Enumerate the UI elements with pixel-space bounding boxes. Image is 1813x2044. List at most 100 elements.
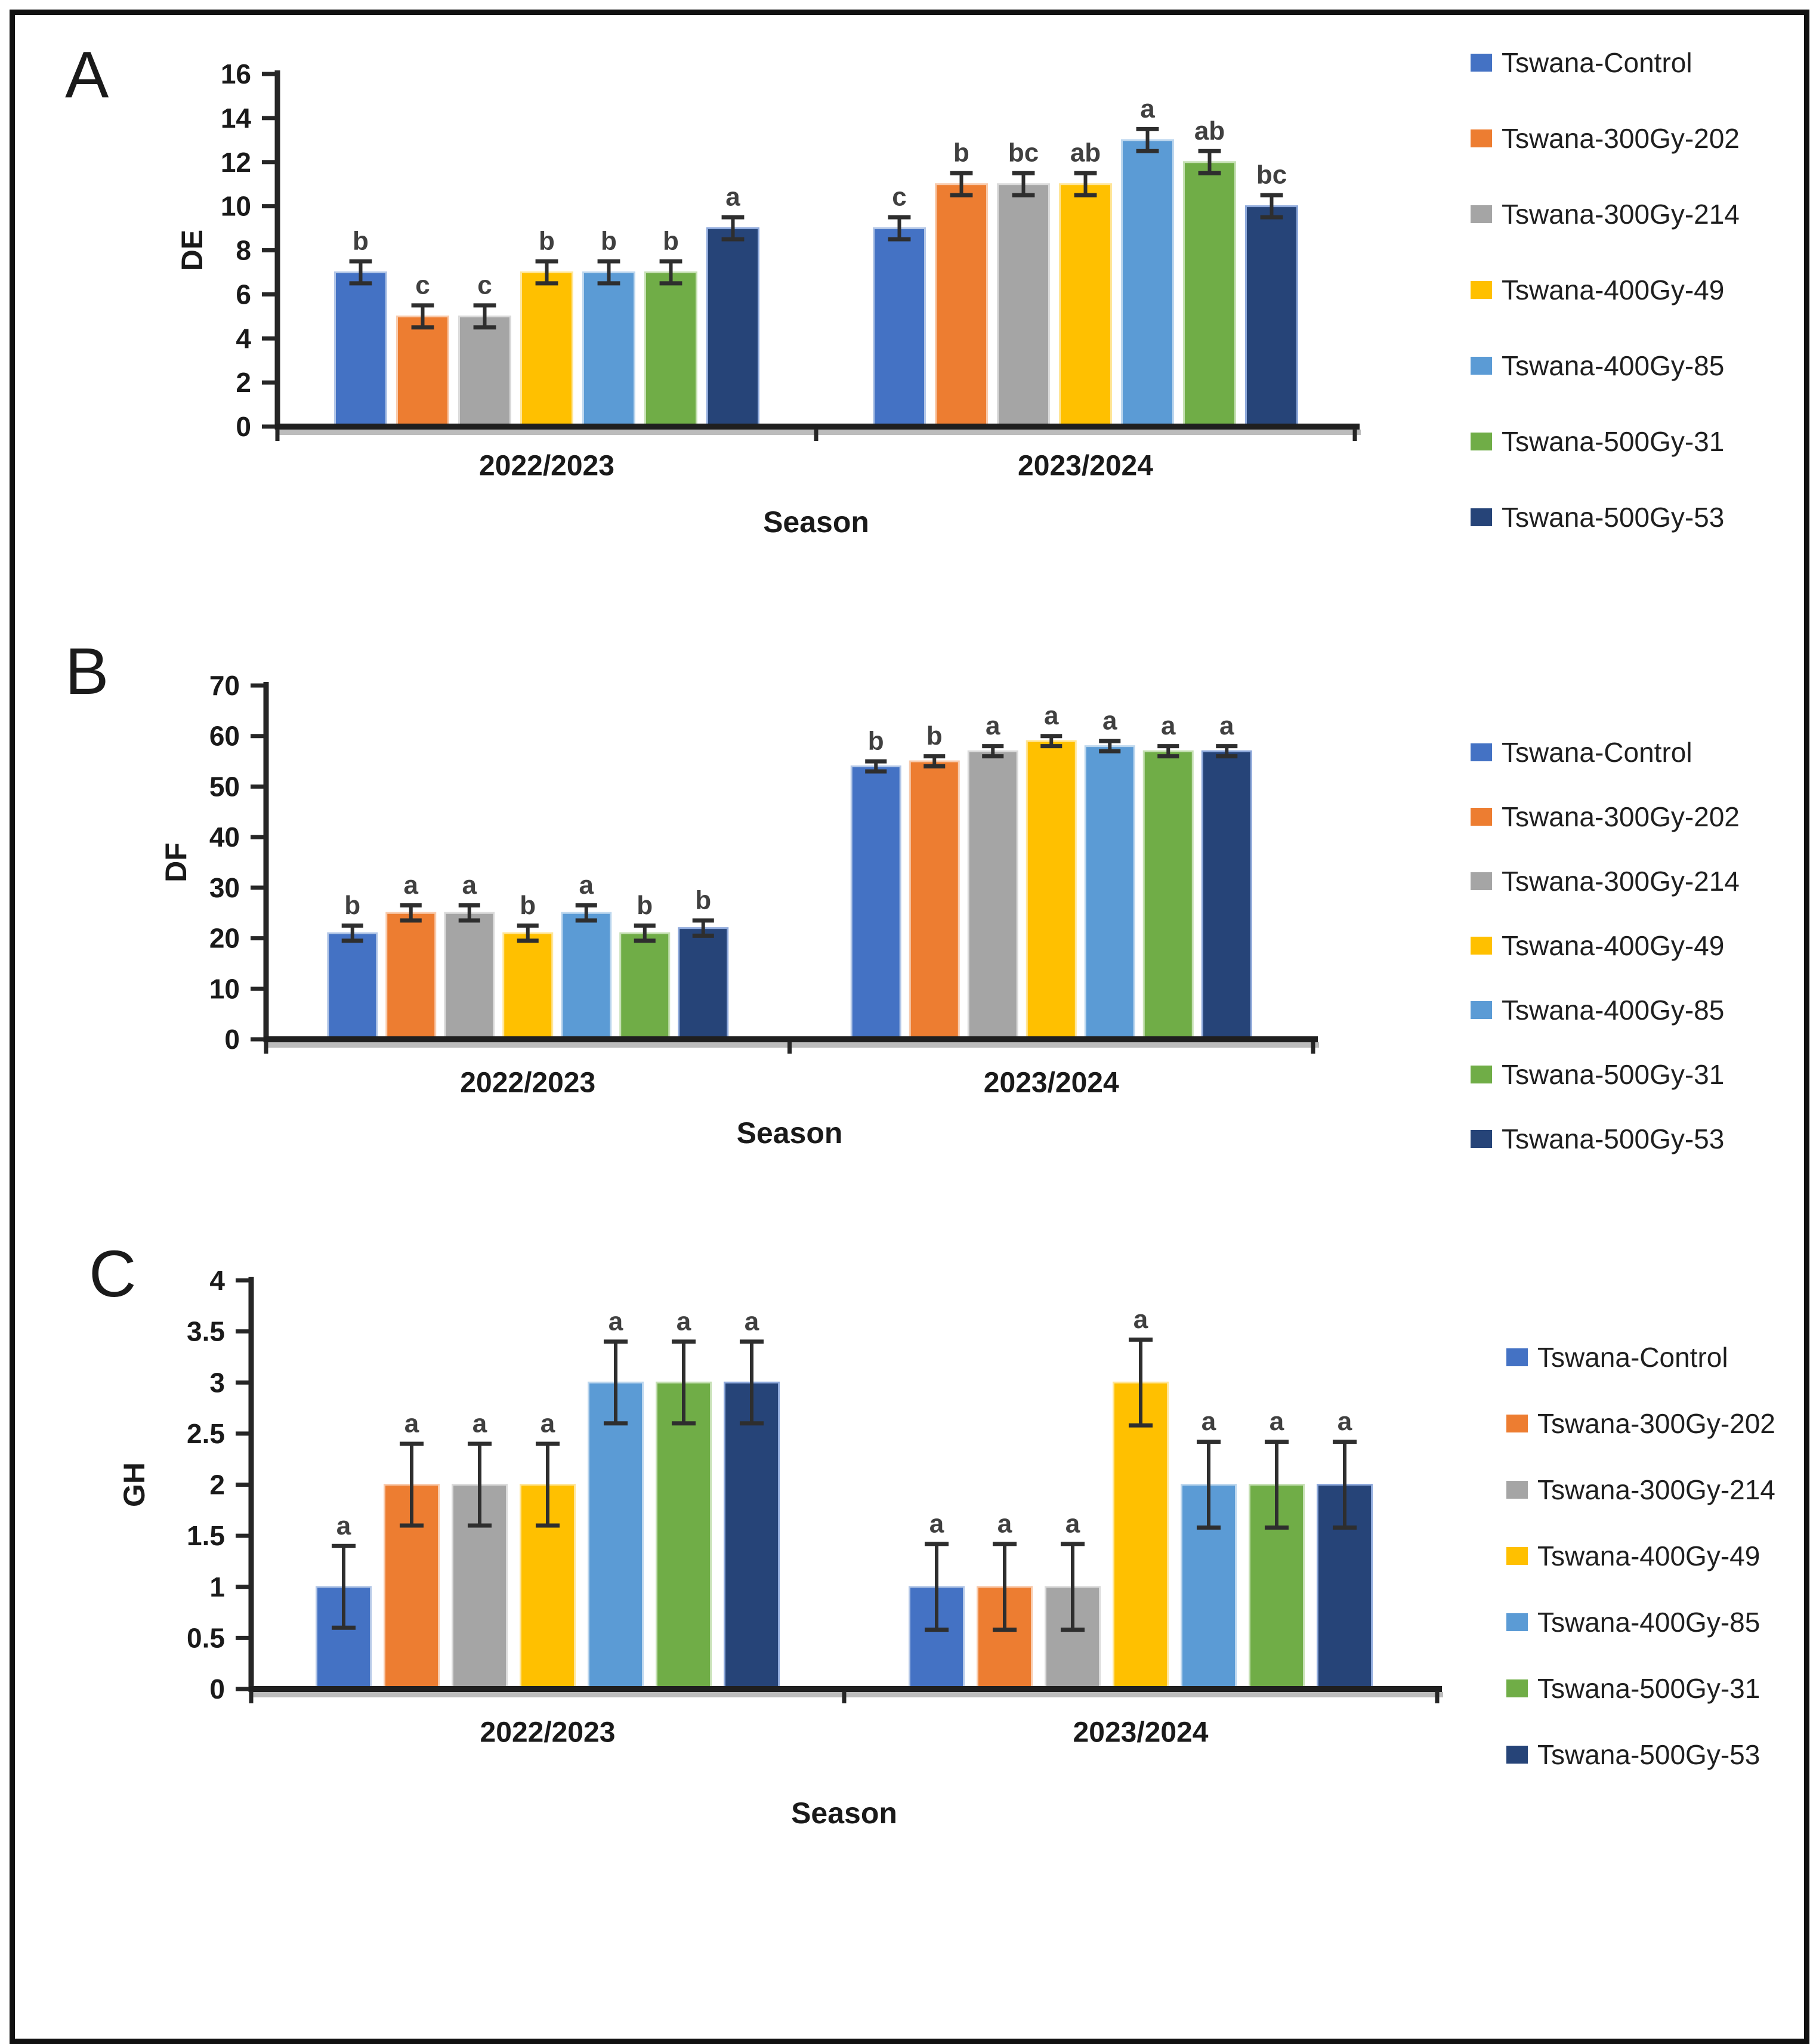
bar bbox=[1113, 1381, 1169, 1690]
legend-swatch-icon bbox=[1471, 1066, 1492, 1083]
legend-panel-A: Tswana-Control Tswana-300Gy-202 Tswana-300… bbox=[1471, 24, 1740, 555]
legend-label: Tswana-400Gy-85 bbox=[1502, 995, 1725, 1026]
legend-item: Tswana-Control bbox=[1506, 1324, 1775, 1390]
legend-swatch-icon bbox=[1471, 743, 1492, 761]
sig-letter: a bbox=[1102, 706, 1117, 736]
x-category-label: 2023/2024 bbox=[984, 1067, 1119, 1099]
y-tick-label: 2.5 bbox=[187, 1418, 225, 1449]
sig-letter: a bbox=[997, 1509, 1012, 1538]
bar bbox=[1084, 745, 1135, 1040]
legend-label: Tswana-300Gy-214 bbox=[1537, 1474, 1775, 1505]
bar bbox=[1059, 183, 1112, 428]
legend-label: Tswana-300Gy-214 bbox=[1502, 198, 1740, 230]
legend-swatch-icon bbox=[1506, 1348, 1528, 1366]
sig-letter: b bbox=[344, 891, 360, 920]
x-category-label: 2023/2024 bbox=[1018, 450, 1153, 482]
sig-letter: b bbox=[926, 721, 943, 751]
sig-letter: a bbox=[1140, 94, 1155, 123]
legend-label: Tswana-Control bbox=[1502, 47, 1692, 78]
bar bbox=[502, 932, 554, 1040]
bar bbox=[458, 315, 511, 428]
legend-swatch-icon bbox=[1506, 1679, 1528, 1697]
legend-item: Tswana-400Gy-49 bbox=[1506, 1523, 1775, 1589]
legend-item: Tswana-500Gy-53 bbox=[1471, 479, 1740, 555]
y-tick-label: 16 bbox=[221, 58, 251, 89]
bar bbox=[385, 912, 437, 1040]
y-tick-label: 6 bbox=[236, 279, 251, 310]
legend-label: Tswana-500Gy-31 bbox=[1502, 1059, 1725, 1090]
bar bbox=[520, 271, 573, 428]
y-tick-label: 4 bbox=[209, 1265, 225, 1296]
sig-letter: ab bbox=[1194, 116, 1225, 146]
y-tick-label: 8 bbox=[236, 235, 251, 266]
y-tick-label: 2 bbox=[236, 367, 251, 398]
bar bbox=[396, 315, 449, 428]
y-axis-title: GH bbox=[118, 1462, 151, 1507]
legend-panel-B: Tswana-Control Tswana-300Gy-202 Tswana-300… bbox=[1471, 720, 1740, 1171]
bar bbox=[656, 1381, 712, 1690]
y-axis-title: DE bbox=[175, 230, 209, 271]
y-tick-label: 10 bbox=[209, 973, 240, 1004]
legend-swatch-icon bbox=[1471, 1001, 1492, 1019]
bar-chart-panel-B: 0 10 20 30 40 50 60 70 DF b a a b a b b 2022/2023 b b a a a a a… bbox=[159, 670, 1319, 1150]
y-tick-label: 12 bbox=[221, 147, 251, 178]
legend-label: Tswana-300Gy-202 bbox=[1502, 122, 1740, 154]
bar bbox=[588, 1381, 644, 1690]
sig-letter: b bbox=[539, 226, 555, 255]
sig-letter: a bbox=[579, 870, 594, 900]
legend-label: Tswana-500Gy-53 bbox=[1502, 501, 1725, 533]
sig-letter: a bbox=[462, 870, 477, 900]
bar bbox=[724, 1381, 780, 1690]
bar bbox=[644, 271, 697, 428]
bar bbox=[678, 927, 729, 1040]
figure-border: A B C 0 2 4 6 8 10 12 14 16 DE b c c b b b a 2022/2023 c b b… bbox=[10, 10, 1809, 2044]
bar bbox=[873, 227, 926, 428]
sig-letter: b bbox=[520, 891, 536, 920]
sig-letter: a bbox=[1270, 1407, 1284, 1436]
panel-letter-B: B bbox=[65, 635, 109, 708]
sig-letter: bc bbox=[1256, 160, 1287, 190]
legend-item: Tswana-300Gy-214 bbox=[1506, 1456, 1775, 1523]
legend-item: Tswana-300Gy-214 bbox=[1471, 176, 1740, 252]
sig-letter: b bbox=[637, 891, 653, 920]
y-tick-label: 0 bbox=[236, 411, 251, 442]
legend-item: Tswana-400Gy-85 bbox=[1506, 1589, 1775, 1655]
legend-swatch-icon bbox=[1471, 937, 1492, 955]
y-tick-label: 3.5 bbox=[187, 1316, 225, 1347]
legend-swatch-icon bbox=[1471, 205, 1492, 223]
x-axis-title: Season bbox=[763, 505, 869, 539]
legend-swatch-icon bbox=[1471, 808, 1492, 826]
y-axis-title: DF bbox=[159, 842, 193, 882]
legend-item: Tswana-300Gy-202 bbox=[1506, 1390, 1775, 1456]
legend-swatch-icon bbox=[1506, 1546, 1528, 1565]
legend-swatch-icon bbox=[1471, 1130, 1492, 1148]
y-tick-label: 0 bbox=[209, 1674, 225, 1705]
sig-letter: a bbox=[1161, 711, 1176, 740]
sig-letter: b bbox=[695, 885, 711, 915]
sig-letter: a bbox=[404, 870, 419, 900]
legend-item: Tswana-500Gy-31 bbox=[1471, 1042, 1740, 1107]
legend-swatch-icon bbox=[1506, 1613, 1528, 1631]
legend-item: Tswana-Control bbox=[1471, 720, 1740, 785]
bar bbox=[619, 932, 671, 1040]
y-tick-label: 20 bbox=[209, 923, 240, 954]
legend-item: Tswana-500Gy-31 bbox=[1471, 403, 1740, 479]
x-category-label: 2022/2023 bbox=[480, 1717, 616, 1749]
legend-swatch-icon bbox=[1506, 1745, 1528, 1764]
sig-letter: a bbox=[1202, 1407, 1216, 1436]
legend-label: Tswana-500Gy-53 bbox=[1537, 1739, 1761, 1770]
legend-swatch-icon bbox=[1471, 432, 1492, 450]
legend-label: Tswana-Control bbox=[1537, 1341, 1728, 1373]
legend-swatch-icon bbox=[1506, 1480, 1528, 1499]
legend-item: Tswana-500Gy-31 bbox=[1506, 1655, 1775, 1721]
bar bbox=[967, 750, 1018, 1040]
legend-swatch-icon bbox=[1471, 53, 1492, 72]
bar bbox=[850, 765, 901, 1040]
x-category-label: 2023/2024 bbox=[1073, 1717, 1209, 1749]
legend-item: Tswana-400Gy-85 bbox=[1471, 328, 1740, 403]
legend-panel-C: Tswana-Control Tswana-300Gy-202 Tswana-300… bbox=[1506, 1324, 1775, 1787]
legend-swatch-icon bbox=[1506, 1414, 1528, 1432]
bar bbox=[909, 760, 960, 1040]
legend-label: Tswana-Control bbox=[1502, 737, 1692, 768]
